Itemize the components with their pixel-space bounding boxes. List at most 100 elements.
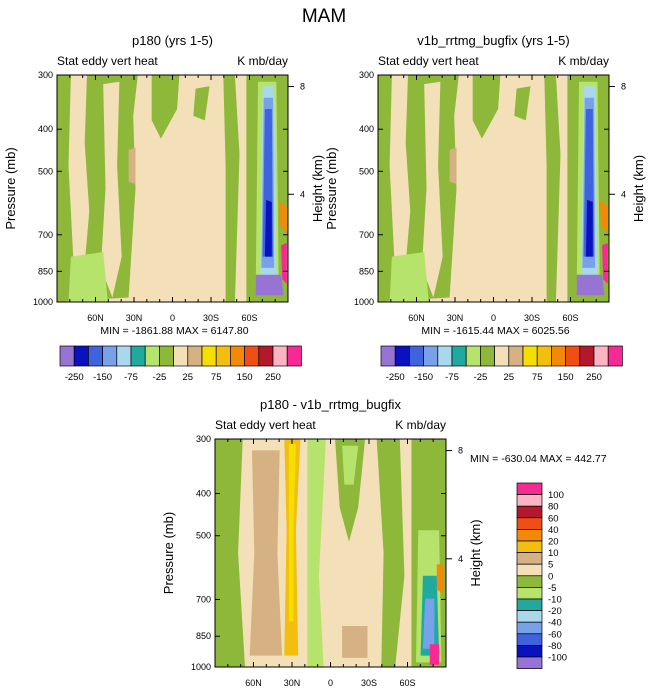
y-tick-label: 400 [359,124,374,134]
colorbar-label: 25 [183,372,194,383]
panel-top-right: v1b_rrtmg_bugfix (yrs 1-5) Stat eddy vert… [324,33,646,337]
colorbar-box [144,345,160,367]
contour-field [378,75,609,302]
colorbar-box [187,345,203,367]
contour-band [376,439,405,667]
colorbar-box [516,540,543,553]
contour-background [215,439,446,667]
colorbar-box [480,345,495,367]
x-tick-label: 60S [562,313,578,323]
colorbar-label: -75 [445,372,459,383]
colorbar-box [522,345,538,367]
colorbar-label: -100 [548,653,567,664]
x-tick-label: 30S [203,313,219,323]
contour-band [422,598,435,649]
y-tick-label: 1000 [33,297,53,307]
y-right-tick-label: 8 [300,82,305,92]
min-max-label: MIN = -1861.88 MAX = 6147.80 [100,325,248,337]
colorbar-label: 10 [548,548,559,559]
contour-band [449,147,457,184]
x-tick-label: 30N [447,313,464,323]
contour-band [585,199,593,257]
colorbar-box [516,505,543,519]
colorbar-label: -25 [474,372,488,383]
colorbar-label: 5 [548,560,553,571]
colorbar-label: -25 [153,372,167,383]
colorbar-box [130,345,146,367]
colorbar-box [409,345,424,367]
contour-field [57,75,288,302]
contour-band [342,445,359,485]
colorbar-label: 40 [548,525,559,536]
right-string: K mb/day [395,418,446,432]
panel-title: v1b_rrtmg_bugfix (yrs 1-5) [417,33,569,48]
colorbar-label: 150 [558,372,574,383]
contour-band [389,252,429,302]
colorbar-label: -250 [386,372,405,383]
colorbar-label: -5 [548,583,556,594]
colorbar-label: -80 [548,641,562,652]
right-string: K mb/day [558,54,609,68]
contour-band [281,243,287,284]
colorbar-label: -150 [93,372,112,383]
y-right-axis-label: Height (km) [468,519,483,586]
left-string: Stat eddy vert heat [378,54,479,68]
colorbar-box [116,345,132,367]
colorbar-box [159,345,174,367]
contour-band [436,564,444,594]
contour-band [514,86,531,121]
contour-band [288,443,296,622]
y-tick-label: 400 [38,124,53,134]
y-right-tick-label: 4 [300,189,305,199]
contour-band [335,439,366,542]
colorbar-box [423,345,439,367]
colorbar-label: 80 [548,502,559,513]
colorbar-box [437,345,453,367]
y-right-tick-label: 8 [621,82,626,92]
colorbar-box [244,345,260,367]
contour-band [193,86,210,121]
y-tick-label: 400 [196,488,211,498]
colorbar-box [173,345,189,367]
min-max-label: MIN = -630.04 MAX = 442.77 [470,453,607,465]
colorbar-box [516,482,543,495]
colorbar-box [516,656,543,669]
colorbar-top-left: -250 -150 -75 -25 25 75 150 250 [59,345,302,383]
colorbar-box [230,345,245,367]
x-tick-label: 0 [170,313,175,323]
y-tick-label: 850 [38,266,53,276]
colorbar-box [516,517,543,530]
colorbar-box [536,345,552,367]
contour-band [264,199,272,257]
left-string: Stat eddy vert heat [57,54,158,68]
colorbar-label: -250 [65,372,84,383]
panel-title: p180 - v1b_rrtmg_bugfix [260,397,401,412]
y-tick-label: 700 [38,230,53,240]
contour-band [421,81,443,298]
colorbar-box [516,610,543,623]
colorbar-label: -75 [124,372,138,383]
colorbar-box [215,345,231,367]
y-axis-label: Pressure (mb) [161,512,176,594]
contour-band [100,81,122,298]
colorbar-box [88,345,103,367]
y-tick-label: 850 [196,631,211,641]
colorbar-label: 60 [548,513,559,524]
main-title: MAM [302,6,346,27]
colorbar-label: -10 [548,595,562,606]
contour-band [307,439,326,667]
colorbar-box [516,598,543,611]
contour-band [602,243,608,284]
x-tick-label: 60S [241,313,257,323]
contour-band [68,252,108,302]
y-tick-label: 700 [196,594,211,604]
y-tick-label: 300 [359,70,374,80]
colorbar-box [465,345,481,367]
contour-band [249,450,282,656]
contour-band [342,626,368,658]
left-string: Stat eddy vert heat [215,418,316,432]
contour-band [389,75,411,291]
colorbar-box [516,529,543,542]
contour-band [429,644,440,665]
colorbar-box [102,345,118,367]
